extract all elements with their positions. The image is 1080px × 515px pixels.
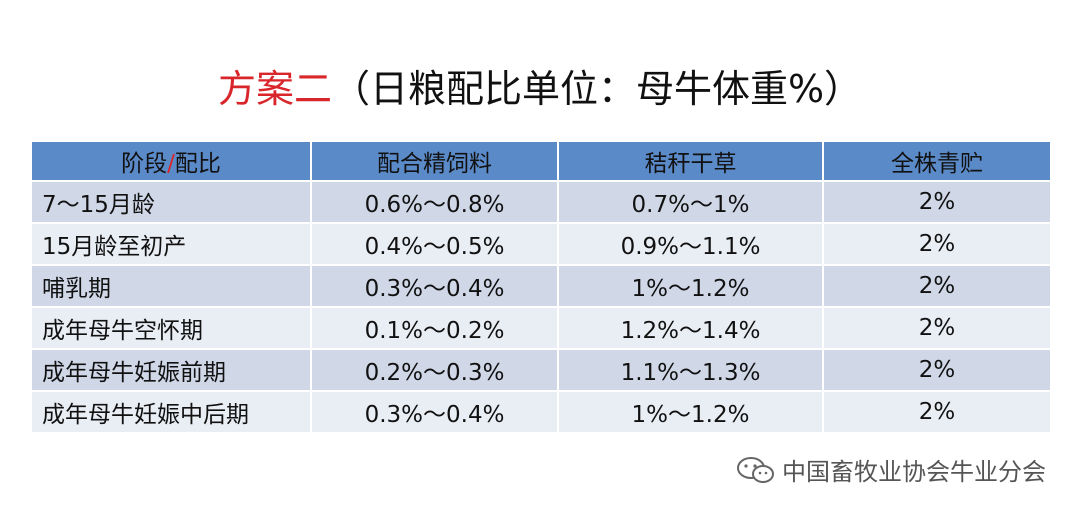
table-cell: 成年母牛空怀期: [30, 306, 312, 350]
table-row: 成年母牛妊娠前期 0.2%～0.3% 1.1%～1.3% 2%: [30, 348, 1052, 392]
header-text: 全株青贮: [891, 151, 983, 177]
table-cell: 0.6%～0.8%: [310, 180, 559, 224]
header-cell: 全株青贮: [822, 140, 1052, 182]
table-cell: 7～15月龄: [30, 180, 312, 224]
header-row: 阶段/配比 配合精饲料 秸秆干草 全株青贮: [30, 140, 1052, 182]
header-cell: 秸秆干草: [557, 140, 824, 182]
table-row: 成年母牛空怀期 0.1%～0.2% 1.2%～1.4% 2%: [30, 306, 1052, 350]
table-row: 哺乳期 0.3%～0.4% 1%～1.2% 2%: [30, 264, 1052, 308]
table-cell: 哺乳期: [30, 264, 312, 308]
table-cell: 15月龄至初产: [30, 222, 312, 266]
table-cell: 0.3%～0.4%: [310, 264, 559, 308]
table-cell: 成年母牛妊娠前期: [30, 348, 312, 392]
table-row: 15月龄至初产 0.4%～0.5% 0.9%～1.1% 2%: [30, 222, 1052, 266]
table-cell: 1.1%～1.3%: [557, 348, 824, 392]
header-text: 配合精饲料: [377, 151, 492, 177]
table-cell: 0.3%～0.4%: [310, 390, 559, 434]
table-cell: 0.1%～0.2%: [310, 306, 559, 350]
table-cell: 0.9%～1.1%: [557, 222, 824, 266]
title-main: 方案二: [217, 67, 332, 111]
table-cell: 2%: [822, 348, 1052, 392]
wechat-icon: [737, 456, 774, 483]
table-cell: 2%: [822, 180, 1052, 224]
table-cell: 0.2%～0.3%: [310, 348, 559, 392]
header-text: 阶段: [121, 151, 168, 177]
table-cell: 0.7%～1%: [557, 180, 824, 224]
header-cell: 阶段/配比: [30, 140, 312, 182]
header-text: 秸秆干草: [644, 151, 737, 177]
header-text: /: [167, 151, 175, 177]
ration-table: 阶段/配比 配合精饲料 秸秆干草 全株青贮 7～15月龄 0.6%～0.8% 0.7%～1…: [30, 140, 1052, 434]
watermark-text: 中国畜牧业协会牛业分会: [782, 458, 1046, 486]
table-cell: 2%: [822, 306, 1052, 350]
title-sub: （日粮配比单位：母牛体重%）: [331, 67, 863, 111]
table-body: 7～15月龄 0.6%～0.8% 0.7%～1% 2% 15月龄至初产 0.4%～0.5%…: [30, 180, 1052, 434]
watermark: 中国畜牧业协会牛业分会: [736, 452, 1046, 487]
table-cell: 2%: [822, 264, 1052, 308]
table-cell: 1%～1.2%: [557, 390, 824, 434]
table-cell: 0.4%～0.5%: [310, 222, 559, 266]
header-cell: 配合精饲料: [310, 140, 559, 182]
table-cell: 2%: [822, 222, 1052, 266]
table-cell: 1.2%～1.4%: [557, 306, 824, 350]
slide-title: 方案二（日粮配比单位：母牛体重%）: [0, 58, 1080, 113]
table-cell: 1%～1.2%: [557, 264, 824, 308]
table-row: 7～15月龄 0.6%～0.8% 0.7%～1% 2%: [30, 180, 1052, 224]
header-text: 配比: [174, 151, 221, 177]
table-cell: 成年母牛妊娠中后期: [30, 390, 312, 434]
table-cell: 2%: [822, 390, 1052, 434]
table-row: 成年母牛妊娠中后期 0.3%～0.4% 1%～1.2% 2%: [30, 390, 1052, 434]
